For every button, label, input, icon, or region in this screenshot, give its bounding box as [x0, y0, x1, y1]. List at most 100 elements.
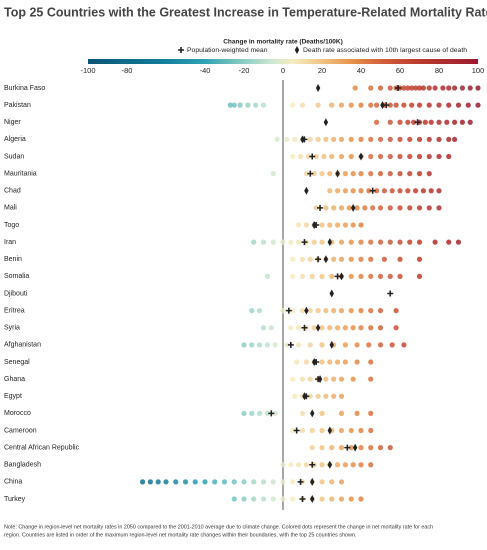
region-dot — [202, 479, 208, 485]
tenth-cause-marker — [304, 186, 309, 195]
region-dot — [426, 171, 432, 177]
region-dot — [147, 479, 153, 485]
region-dot — [368, 85, 374, 91]
region-dot — [467, 85, 473, 91]
region-dot — [329, 445, 335, 451]
region-dot — [319, 479, 325, 485]
region-dot — [296, 222, 302, 228]
region-dot — [428, 188, 434, 194]
region-dot — [368, 410, 374, 416]
region-dot — [397, 273, 403, 279]
region-dot — [475, 85, 481, 91]
region-dot — [354, 359, 360, 365]
region-dot — [315, 102, 321, 108]
region-dot — [268, 325, 274, 331]
mean-marker — [344, 444, 351, 451]
region-dot — [303, 359, 309, 365]
region-dot — [416, 85, 423, 91]
region-dot — [416, 171, 423, 177]
country-label: Eritrea — [4, 307, 25, 314]
region-dot — [407, 136, 413, 142]
region-dot — [280, 462, 286, 468]
region-dot — [377, 205, 384, 211]
region-dot — [350, 462, 356, 468]
tenth-cause-marker — [317, 375, 323, 384]
region-dot — [319, 342, 325, 348]
region-dot — [241, 410, 247, 416]
region-dot — [264, 410, 270, 416]
region-dot — [377, 85, 384, 91]
tenth-cause-marker — [312, 221, 317, 229]
x-tick-label: -40 — [200, 66, 211, 75]
region-dot — [155, 479, 161, 485]
region-dot — [426, 102, 432, 108]
region-dot — [432, 239, 438, 245]
region-dot — [387, 153, 393, 160]
region-dot — [416, 102, 423, 108]
x-tick-label: -20 — [239, 66, 250, 75]
region-dot — [444, 119, 450, 125]
region-dot — [338, 153, 345, 160]
tenth-cause-marker — [310, 409, 315, 418]
region-dot — [342, 342, 348, 348]
region-dot — [329, 496, 335, 502]
legend-tenth-symbol — [294, 46, 300, 54]
region-dot — [290, 273, 296, 279]
region-dot — [307, 376, 313, 382]
region-dot — [426, 136, 432, 142]
region-dot — [377, 445, 384, 451]
legend-mean-symbol — [178, 47, 184, 53]
region-dot — [368, 256, 374, 262]
region-dot — [348, 239, 354, 245]
region-dot — [368, 171, 374, 177]
region-dot — [416, 239, 423, 245]
region-dot — [260, 479, 267, 485]
region-dot — [350, 376, 356, 382]
region-dot — [436, 102, 442, 108]
region-dot — [319, 239, 325, 245]
tenth-cause-marker — [312, 358, 317, 366]
region-dot — [296, 325, 302, 331]
region-dot — [350, 171, 356, 177]
region-dot — [374, 119, 380, 125]
region-dot — [280, 496, 286, 502]
region-dot — [319, 273, 325, 279]
region-dot — [405, 85, 411, 91]
country-label: Central African Republic — [4, 444, 80, 451]
region-dot — [249, 308, 255, 314]
region-dot — [315, 308, 321, 314]
region-dot — [338, 410, 345, 416]
region-dot — [397, 136, 403, 142]
tenth-cause-marker — [315, 323, 321, 332]
region-dot — [354, 410, 360, 416]
region-dot — [368, 376, 374, 382]
region-dot — [338, 496, 345, 502]
region-dot — [397, 239, 403, 245]
region-dot — [299, 410, 306, 416]
region-dot — [397, 256, 403, 262]
region-dot — [401, 102, 407, 108]
tenth-cause-marker — [351, 203, 356, 212]
region-dot — [446, 239, 452, 245]
region-dot — [377, 308, 384, 314]
region-dot — [440, 85, 446, 91]
mean-marker — [287, 341, 294, 348]
region-dot — [227, 102, 233, 108]
region-dot — [323, 205, 329, 211]
region-dot — [413, 188, 419, 194]
region-dot — [309, 445, 315, 451]
region-dot — [335, 222, 341, 228]
tenth-cause-marker — [352, 443, 358, 452]
country-label: Benin — [4, 256, 22, 263]
mean-marker — [317, 204, 324, 211]
region-dot — [323, 308, 329, 314]
region-dot — [292, 136, 298, 142]
tenth-cause-marker — [310, 495, 315, 503]
region-dot — [407, 239, 413, 245]
region-dot — [260, 496, 267, 502]
region-dot — [377, 273, 384, 279]
country-label: Mali — [4, 205, 17, 212]
region-dot — [237, 102, 243, 108]
region-dot — [407, 205, 413, 211]
